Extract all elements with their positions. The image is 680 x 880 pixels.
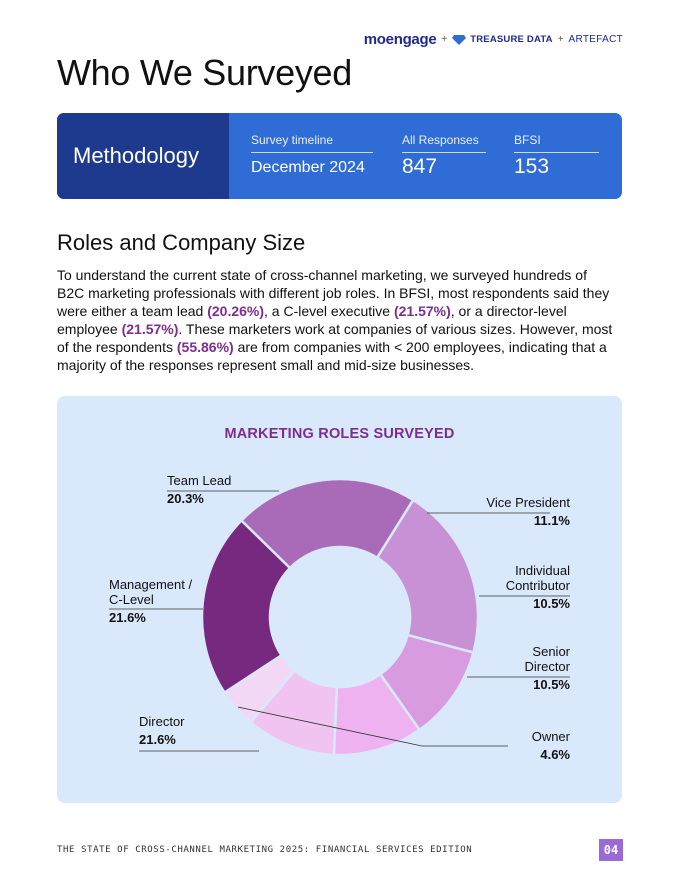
page-number: 04 — [599, 839, 623, 861]
methodology-banner: Methodology Survey timeline December 202… — [57, 113, 622, 199]
slice-name: Contributor — [505, 578, 570, 593]
slice-name: Team Lead — [167, 473, 232, 488]
donut-chart — [109, 477, 570, 757]
stat-label: Survey timeline — [251, 113, 373, 153]
section-title: Roles and Company Size — [57, 230, 306, 255]
slice-name: Vice President — [486, 495, 570, 510]
slice-value: 4.6% — [540, 747, 570, 762]
slice-name: Director — [139, 714, 185, 729]
paragraph-text: , or a director-level employee — [57, 303, 567, 337]
footer-text: THE STATE OF CROSS-CHANNEL MARKETING 202… — [57, 845, 473, 855]
slice-name: C-Level — [109, 592, 154, 607]
slice-value: 21.6% — [139, 732, 176, 747]
slice-value: 11.1% — [533, 513, 570, 528]
slice-name: Owner — [531, 729, 570, 744]
slice-management-c-level — [239, 477, 415, 570]
slice-label: Vice President 11.1% — [486, 495, 570, 528]
stat-label: BFSI — [514, 113, 599, 153]
highlight-percent: (21.57%) — [121, 321, 179, 337]
slice-name: Management / — [109, 577, 193, 592]
slice-name: Individual — [515, 563, 570, 578]
slice-label: Individual Contributor 10.5% — [506, 563, 570, 611]
stat-value: December 2024 — [251, 159, 365, 176]
moengage-logo: moengage — [363, 31, 437, 48]
slice-label: Team Lead 20.3% — [167, 473, 231, 506]
chart-title: MARKETING ROLES SURVEYED — [224, 426, 455, 442]
slice-team-lead — [375, 498, 480, 655]
roles-paragraph: To understand the current state of cross… — [57, 266, 617, 374]
slice-value: 21.6% — [109, 610, 146, 625]
paragraph-text: . These marketers work at companies of v… — [57, 321, 613, 355]
diamond-icon — [452, 34, 467, 45]
page-title: Who We Surveyed — [57, 52, 352, 93]
slice-label: Owner 4.6% — [532, 729, 570, 762]
slice-label: Management / C-Level 21.6% — [109, 577, 192, 625]
brand-logos: moengage + TREASURE DATA + ARTEFACT — [364, 31, 623, 48]
highlight-percent: (21.57%) — [393, 303, 451, 319]
treasure-data-logo: TREASURE DATA — [452, 34, 553, 45]
slice-value: 10.5% — [533, 596, 570, 611]
methodology-heading: Methodology — [57, 113, 229, 199]
artefact-logo: ARTEFACT — [568, 34, 623, 45]
stat-bfsi: BFSI 153 — [514, 113, 599, 179]
leader-line — [238, 706, 508, 747]
slice-name: Senior — [532, 644, 570, 659]
stat-label: All Responses — [402, 113, 486, 153]
slice-value: 20.3% — [167, 491, 204, 506]
highlight-percent: (20.26%) — [207, 303, 265, 319]
highlight-percent: (55.86%) — [176, 339, 234, 355]
slice-name: Director — [524, 659, 570, 674]
paragraph-text: are from companies with < 200 employees,… — [57, 339, 607, 373]
paragraph-text: , a C-level executive — [264, 303, 394, 319]
treasure-data-text: TREASURE DATA — [470, 34, 553, 45]
slice-label: Director 21.6% — [139, 714, 185, 747]
stat-all-responses: All Responses 847 — [402, 113, 486, 179]
stat-value: 847 — [402, 155, 438, 178]
paragraph-text: To understand the current state of cross… — [57, 267, 610, 319]
chart-panel: MARKETING ROLES SURVEYED Team Lead 20.3% V… — [57, 396, 622, 803]
slice-director — [200, 518, 292, 695]
stat-survey-timeline: Survey timeline December 2024 — [251, 113, 373, 177]
stat-value: 153 — [514, 155, 550, 178]
slice-value: 10.5% — [533, 677, 570, 692]
logo-separator: + — [441, 34, 448, 45]
logo-separator: + — [557, 34, 564, 45]
slice-label: Senior Director 10.5% — [524, 644, 570, 692]
